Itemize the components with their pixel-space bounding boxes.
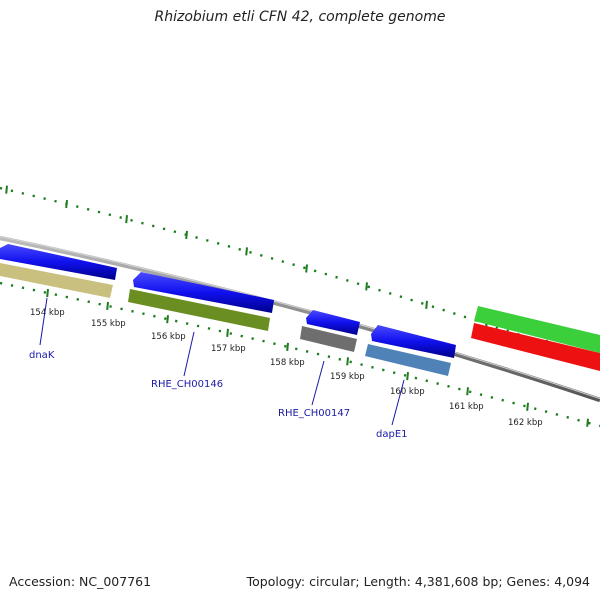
tick-label-158: 158 kbp <box>270 358 305 368</box>
inner-dot-track <box>0 281 600 428</box>
major-tick-mark <box>245 247 248 256</box>
page-title: Rhizobium etli CFN 42, complete genome <box>154 9 446 25</box>
major-tick-mark <box>305 264 308 273</box>
major-tick-mark <box>226 328 229 337</box>
gene-arrow-reverse-strand <box>371 325 456 358</box>
gene-label-RHE_CH00147[interactable]: RHE_CH00147 <box>278 408 350 419</box>
genome-backbone <box>0 235 600 403</box>
major-tick-mark <box>286 342 289 351</box>
gene-RHE_CH00146[interactable] <box>128 272 274 331</box>
gene-label-RHE_CH00146[interactable]: RHE_CH00146 <box>151 379 223 390</box>
major-tick-mark <box>185 230 188 240</box>
gene-cds-bar <box>471 323 600 371</box>
leader-line-dapE1 <box>391 379 405 426</box>
gene-unlabeled-red[interactable] <box>471 323 600 371</box>
gene-arrow-reverse-strand <box>306 310 360 335</box>
gene-RHE_CH00147[interactable] <box>300 310 360 352</box>
gene-label-dnaK[interactable]: dnaK <box>29 350 55 361</box>
major-tick-mark <box>586 418 589 427</box>
major-tick-mark <box>466 387 469 396</box>
tick-label-162: 162 kbp <box>508 418 543 428</box>
gene-arrow-reverse-strand <box>133 272 274 313</box>
major-tick-mark <box>5 185 8 194</box>
tick-label-154: 154 kbp <box>30 308 65 318</box>
inner-major-ticks <box>46 288 589 427</box>
tick-label-159: 159 kbp <box>330 372 365 382</box>
gene-cds-bar <box>0 263 113 298</box>
major-tick-mark <box>125 215 128 224</box>
accession-text: Accession: NC_007761 <box>9 574 152 589</box>
tick-label-161: 161 kbp <box>449 402 484 412</box>
genome-summary-text: Topology: circular; Length: 4,381,608 bp… <box>246 574 590 589</box>
leader-line-RHE_CH00147 <box>311 360 325 406</box>
gene-cds-bar <box>128 289 270 331</box>
major-tick-mark <box>365 282 368 291</box>
leader-line-dnaK <box>39 297 48 346</box>
gene-arrow-reverse-strand <box>0 244 117 280</box>
major-tick-mark <box>406 372 409 381</box>
major-tick-mark <box>166 315 169 324</box>
major-tick-mark <box>65 199 68 209</box>
gene-dapE1[interactable] <box>365 325 456 376</box>
tick-label-156: 156 kbp <box>151 332 186 342</box>
major-tick-mark <box>526 402 529 411</box>
leader-line-RHE_CH00146 <box>183 331 195 377</box>
major-tick-mark <box>106 301 109 311</box>
major-tick-mark <box>346 357 349 366</box>
major-tick-mark <box>46 288 49 298</box>
backbone-highlight <box>0 236 600 400</box>
gene-cds-bar <box>300 326 357 352</box>
tick-label-160: 160 kbp <box>390 387 425 397</box>
tick-label-157: 157 kbp <box>211 344 246 354</box>
gene-unlabeled-green[interactable] <box>474 306 600 353</box>
gene-label-dapE1[interactable]: dapE1 <box>376 429 408 440</box>
major-tick-mark <box>425 300 428 309</box>
gene-dnaK[interactable] <box>0 244 117 298</box>
tick-label-155: 155 kbp <box>91 319 126 329</box>
gene-cds-bar <box>365 344 451 376</box>
gene-cds-bar <box>474 306 600 353</box>
